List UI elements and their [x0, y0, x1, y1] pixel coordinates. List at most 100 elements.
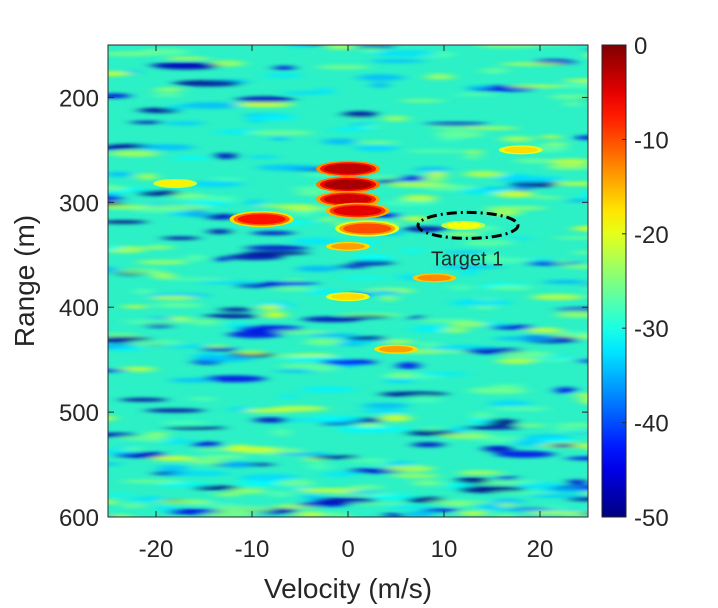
noise-streak	[208, 228, 231, 235]
hotspot	[326, 241, 370, 251]
noise-streak	[347, 458, 388, 463]
noise-streak	[385, 505, 433, 509]
noise-streak	[411, 479, 443, 487]
noise-streak	[345, 490, 383, 495]
noise-streak	[173, 80, 242, 87]
noise-streak	[330, 127, 374, 132]
noise-streak	[579, 192, 588, 199]
noise-streak	[308, 463, 331, 470]
target-label: Target 1	[431, 248, 503, 270]
noise-streak	[213, 257, 230, 262]
hotspot-core	[343, 223, 392, 234]
noise-streak	[252, 230, 294, 236]
noise-streak	[426, 32, 485, 38]
noise-streak	[297, 488, 362, 493]
noise-streak	[313, 522, 340, 526]
noise-streak	[273, 353, 295, 359]
noise-streak	[311, 455, 360, 460]
x-axis: -20 -10 0 10 20	[139, 45, 553, 563]
noise-streak	[273, 330, 331, 334]
noise-streak	[401, 194, 437, 203]
hotspot	[326, 292, 370, 302]
noise-streak	[170, 520, 189, 527]
noise-streak	[357, 140, 399, 145]
noise-streak	[548, 94, 588, 100]
noise-streak	[447, 285, 474, 290]
noise-streak	[245, 245, 310, 251]
noise-streak	[312, 415, 361, 423]
noise-streak	[287, 45, 312, 48]
noise-streak	[271, 135, 289, 141]
noise-streak	[184, 254, 208, 261]
colorbar-ticks: 0 -10 -20 -30 -40 -50	[622, 33, 669, 532]
noise-streak	[379, 200, 437, 206]
y-tick-label: 500	[59, 400, 99, 427]
noise-streak	[262, 73, 304, 78]
noise-streak	[478, 254, 500, 259]
colorbar-tick-label: 0	[634, 33, 647, 60]
noise-streak	[226, 253, 284, 261]
noise-streak	[79, 38, 110, 43]
y-axis-label: Range (m)	[9, 215, 40, 347]
noise-streak	[510, 180, 557, 188]
noise-streak	[514, 482, 566, 489]
noise-streak	[414, 166, 451, 172]
noise-streak	[337, 341, 368, 347]
noise-streak	[566, 456, 588, 461]
noise-streak	[476, 45, 542, 49]
noise-streak	[234, 283, 286, 288]
noise-streak	[233, 102, 294, 108]
noise-streak	[229, 488, 267, 494]
noise-streak	[139, 144, 195, 151]
noise-streak	[273, 65, 295, 71]
noise-streak	[198, 280, 258, 285]
noise-streak	[108, 171, 133, 177]
noise-streak	[552, 236, 588, 240]
noise-streak	[316, 64, 371, 70]
noise-streak	[382, 339, 415, 344]
noise-streak	[297, 511, 325, 517]
noise-streak	[236, 96, 294, 103]
noise-streak	[359, 408, 409, 414]
noise-streak	[478, 186, 535, 190]
noise-streak	[349, 502, 405, 506]
noise-streak	[518, 423, 546, 427]
noise-streak	[356, 45, 394, 49]
noise-streak	[277, 520, 313, 524]
noise-streak	[577, 523, 626, 530]
noise-streak	[237, 350, 267, 355]
noise-streak	[179, 34, 228, 38]
noise-streak	[576, 398, 588, 402]
noise-streak	[440, 327, 469, 334]
noise-streak	[465, 85, 489, 89]
hotspot-core	[331, 293, 365, 300]
noise-streak	[296, 265, 340, 272]
noise-streak	[465, 524, 513, 527]
noise-streak	[223, 461, 252, 469]
noise-streak	[494, 336, 557, 341]
noise-streak	[248, 34, 310, 40]
noise-streak	[421, 426, 445, 431]
noise-streak	[348, 484, 383, 490]
noise-streak	[405, 149, 468, 153]
hotspot	[335, 220, 400, 237]
noise-streak	[411, 325, 447, 333]
noise-streak	[181, 526, 244, 529]
hotspot	[316, 176, 380, 193]
noise-streak	[108, 415, 116, 421]
noise-streak	[386, 465, 435, 473]
noise-streak	[165, 121, 205, 126]
noise-streak	[152, 499, 214, 504]
y-tick-label: 400	[59, 295, 99, 322]
noise-streak	[369, 494, 418, 500]
hotspot	[498, 145, 543, 155]
noise-streak	[491, 406, 551, 412]
noise-streak	[109, 150, 160, 157]
noise-streak	[434, 35, 492, 39]
noise-streak	[445, 232, 483, 237]
noise-streak	[457, 470, 504, 475]
noise-streak	[213, 493, 242, 497]
colorbar-tick-label: -50	[634, 505, 669, 532]
noise-streak	[136, 259, 189, 265]
noise-streak	[145, 431, 169, 438]
